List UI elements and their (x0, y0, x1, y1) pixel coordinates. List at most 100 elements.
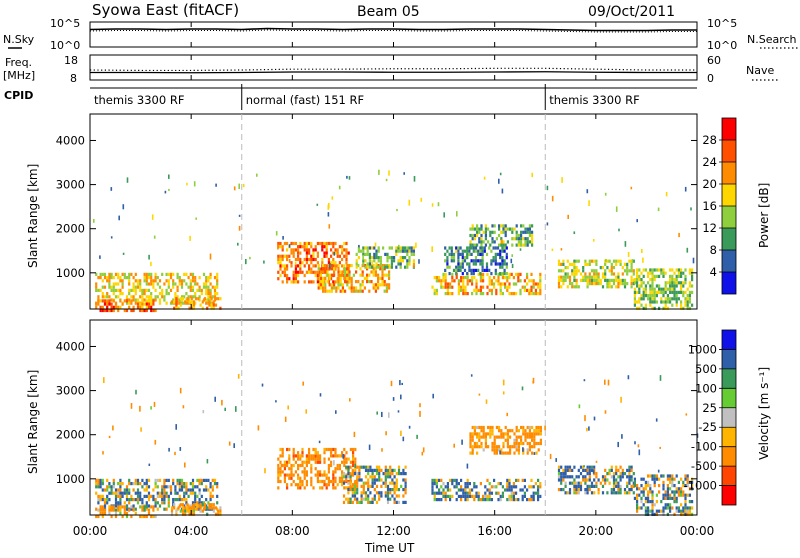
power-cell (481, 268, 484, 272)
velocity-cell (360, 500, 363, 504)
velocity-cell (440, 491, 443, 495)
power-cell (444, 268, 447, 272)
velocity-cell (486, 478, 489, 482)
power-cell (626, 272, 629, 276)
power-cell-sparse (238, 214, 241, 217)
velocity-cell (577, 484, 580, 488)
power-cell (361, 289, 364, 293)
power-cell (110, 272, 113, 276)
power-cell (286, 264, 289, 268)
velocity-cell-sparse (466, 463, 469, 469)
power-cell (444, 252, 447, 256)
power-cell (134, 279, 137, 283)
velocity-cell-sparse (139, 405, 141, 412)
cpid-segment-label: themis 3300 RF (549, 93, 639, 107)
velocity-cell-sparse (604, 410, 607, 414)
freq-unit-label: [MHz] (3, 69, 35, 82)
power-cell (205, 282, 208, 286)
power-cell (511, 227, 514, 231)
power-cell (145, 299, 148, 303)
power-cell-sparse (316, 203, 319, 206)
velocity-cell (640, 506, 643, 510)
velocity-cell (539, 494, 542, 498)
velocity-cell (314, 447, 317, 452)
power-cell (452, 259, 456, 263)
velocity-cell-sparse (206, 459, 209, 464)
velocity-cell (506, 488, 509, 492)
power-cell (176, 285, 179, 289)
power-cell (152, 302, 155, 306)
power-cell (457, 285, 460, 289)
power-cell (108, 279, 111, 283)
power-cell (433, 288, 436, 292)
velocity-cell (189, 482, 192, 486)
velocity-cell (528, 485, 531, 489)
velocity-cell (327, 479, 330, 484)
velocity-cell (662, 493, 665, 497)
power-cell-sparse (186, 182, 188, 186)
power-cell (324, 289, 327, 293)
velocity-cell-sparse (103, 377, 105, 384)
power-cell (299, 251, 302, 255)
velocity-cell (141, 485, 144, 489)
velocity-cell (513, 438, 516, 442)
power-cell (352, 286, 355, 290)
velocity-cell (351, 468, 354, 472)
power-cell (435, 279, 438, 283)
velocity-cell (347, 481, 350, 485)
velocity-cell (125, 485, 129, 489)
power-cell (474, 259, 478, 263)
y-tick-label: 2000 (56, 222, 85, 236)
velocity-cell (117, 501, 120, 505)
velocity-cell (686, 480, 689, 484)
velocity-cell (517, 435, 520, 439)
velocity-cell (163, 494, 166, 498)
power-cell (494, 259, 497, 263)
power-cell (345, 280, 348, 284)
power-cell (460, 285, 463, 289)
power-cell (562, 275, 565, 279)
power-cell (492, 246, 495, 250)
velocity-cell (341, 460, 344, 464)
velocity-cell (433, 478, 436, 482)
velocity-cell (513, 445, 516, 449)
velocity-cell (431, 482, 434, 486)
power-cell (472, 246, 475, 250)
velocity-cell (449, 494, 452, 498)
velocity-cell (588, 488, 591, 492)
velocity-cell-sparse (224, 407, 226, 412)
power-cell (649, 287, 652, 291)
velocity-cell-sparse (182, 405, 185, 409)
power-cell (662, 274, 665, 278)
power-cell (101, 285, 104, 289)
velocity-cell (691, 512, 694, 516)
velocity-cell (286, 486, 289, 490)
power-cell (457, 262, 460, 266)
velocity-cell (404, 465, 407, 469)
power-cell (209, 301, 212, 305)
velocity-cell (101, 494, 104, 498)
velocity-cell (369, 500, 372, 504)
power-cell (305, 241, 308, 246)
power-cell (649, 294, 652, 298)
power-cell (399, 262, 402, 266)
power-cell (504, 276, 507, 280)
power-cell (466, 272, 469, 276)
velocity-cell (110, 514, 113, 519)
power-cell (511, 230, 514, 234)
power-cell (386, 256, 389, 260)
velocity-cell (145, 482, 148, 486)
velocity-cell-sparse (401, 382, 403, 386)
velocity-cell (666, 493, 669, 497)
power-cell (303, 280, 306, 284)
power-cell (372, 264, 375, 268)
power-cell (332, 241, 335, 246)
power-cell (573, 272, 576, 276)
nsearch-label: N.Search (747, 33, 797, 46)
velocity-cell (531, 438, 534, 442)
velocity-cell (475, 491, 478, 495)
power-cell (633, 297, 636, 301)
power-cell (461, 265, 464, 269)
power-colorbar-tick-label: 20 (702, 177, 717, 191)
velocity-cell (279, 473, 282, 477)
